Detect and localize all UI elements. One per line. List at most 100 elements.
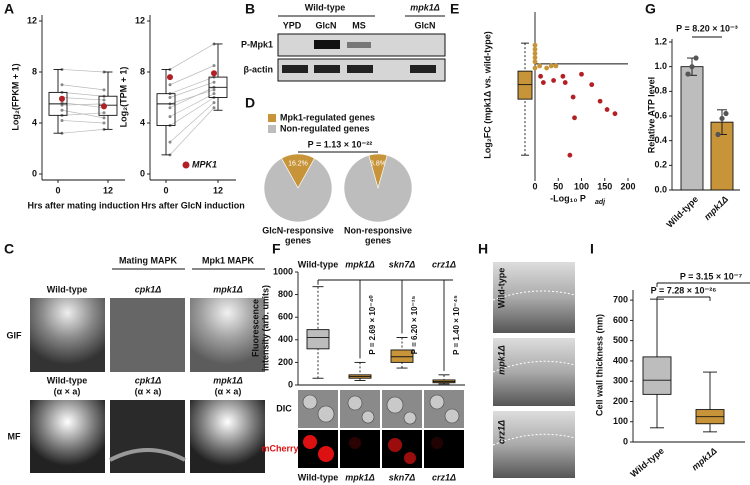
- row-label: DIC: [276, 403, 292, 413]
- paired-line: [61, 109, 105, 119]
- y-tick-label: 12: [27, 15, 37, 25]
- pie-caption: genes: [285, 235, 311, 245]
- replicate-point: [719, 115, 725, 122]
- gene-point: [60, 103, 64, 107]
- panel-label: E: [450, 1, 459, 17]
- y-tick-label: 4: [140, 117, 145, 127]
- lane-label: YPD: [283, 20, 302, 30]
- y-tick-label: 200: [278, 357, 293, 367]
- panel-label: B: [245, 1, 255, 17]
- category-label: skn7Δ: [389, 259, 416, 269]
- micrographs-h: Wild-type mpk1Δ crz1Δ: [492, 262, 576, 478]
- paired-line: [169, 43, 215, 70]
- group-label: mpk1Δ: [410, 2, 440, 12]
- highlight-point: [101, 103, 107, 110]
- replicate-point: [689, 64, 695, 70]
- x-tick-label: 150: [597, 181, 612, 191]
- lane-label: MS: [352, 20, 366, 30]
- x-tick-label: 12: [103, 185, 113, 195]
- category-label: mpk1Δ: [345, 259, 375, 269]
- gene-point: [60, 83, 64, 87]
- y-tick-label: 12: [135, 15, 145, 25]
- y-axis-label: Cell wall thickness (nm): [594, 314, 604, 416]
- point: [538, 73, 543, 79]
- legend-swatch: [268, 125, 276, 133]
- column-label: Wild-type: [47, 284, 87, 294]
- panel-label: F: [272, 241, 281, 257]
- gene-point: [168, 96, 172, 99]
- x-tick-label: 100: [574, 181, 589, 191]
- replicate-point: [685, 71, 691, 77]
- row-label: mpk1Δ: [496, 345, 506, 375]
- paired-line: [169, 89, 215, 105]
- category-label: Wild-type: [298, 259, 338, 269]
- y-tick-label: 1.2: [654, 36, 667, 46]
- micrograph: [382, 430, 422, 468]
- paired-line: [169, 86, 215, 109]
- gene-point: [102, 111, 106, 115]
- y-axis-label: Relative ATP level: [646, 77, 656, 153]
- gene-point: [168, 83, 172, 87]
- column-label: Wild-type: [298, 472, 338, 482]
- column-label: mpk1Δ: [213, 375, 243, 385]
- highlight-point: [59, 95, 65, 102]
- row-label: GIF: [7, 330, 23, 340]
- gene-point: [60, 108, 64, 112]
- y-tick-label: 0: [32, 168, 37, 178]
- panel-label: G: [645, 1, 656, 17]
- paired-line: [169, 93, 215, 117]
- band: [347, 65, 373, 73]
- point: [562, 80, 568, 85]
- y-tick-label: 0.8: [654, 86, 667, 96]
- category-label: crz1Δ: [432, 259, 456, 269]
- paired-line: [61, 69, 105, 73]
- y-tick-label: 100: [613, 416, 628, 426]
- legend-label: Mpk1-regulated genes: [280, 112, 375, 122]
- group-label: Mating MAPK: [119, 255, 177, 265]
- gene-point: [168, 140, 172, 144]
- gene-point: [212, 64, 216, 68]
- annotation: P = 1.13 × 10⁻²²: [308, 139, 373, 149]
- y-tick-label: 400: [613, 355, 628, 365]
- paired-line: [61, 103, 105, 106]
- replicate-point: [693, 55, 699, 61]
- y-axis-label: intensity (arb. units): [260, 285, 270, 371]
- band: [314, 40, 340, 49]
- point: [572, 115, 577, 121]
- x-axis-label-sub: adj: [595, 199, 606, 206]
- box: [306, 329, 330, 350]
- y-axis-label: Log₂(FPKM + 1): [10, 63, 20, 130]
- micrograph: [340, 430, 380, 468]
- replicate-point: [723, 110, 729, 117]
- y-tick-label: 4: [32, 117, 37, 127]
- group-label: Mpk1 MAPK: [202, 255, 255, 265]
- micrograph: [110, 400, 185, 473]
- gene-point: [102, 116, 106, 120]
- gene-point: [212, 92, 216, 96]
- point: [567, 152, 573, 158]
- paired-line: [61, 92, 105, 97]
- paired-line: [169, 97, 215, 126]
- legend-label: Non-regulated genes: [280, 123, 370, 133]
- point: [551, 78, 556, 83]
- micrograph: [424, 430, 464, 468]
- paired-line: [169, 107, 215, 156]
- point: [604, 107, 610, 112]
- x-tick-label: 0: [163, 185, 168, 195]
- y-tick-label: 0: [140, 168, 145, 178]
- point: [612, 111, 618, 117]
- legend-swatch: [268, 114, 276, 122]
- micrograph: [493, 411, 575, 478]
- x-tick-label: mpk1Δ: [702, 194, 730, 222]
- gene-point: [168, 106, 172, 110]
- paired-line: [61, 120, 105, 124]
- y-tick-label: 0: [623, 436, 628, 446]
- gene-point: [168, 115, 172, 119]
- band: [410, 65, 436, 73]
- legend-marker: [182, 161, 190, 169]
- y-axis-label: Log₂FC (mpk1Δ vs. wild-type): [482, 31, 492, 158]
- gene-point: [60, 118, 64, 122]
- point: [540, 80, 546, 85]
- column-label: skn7Δ: [389, 472, 416, 482]
- box: [156, 93, 176, 127]
